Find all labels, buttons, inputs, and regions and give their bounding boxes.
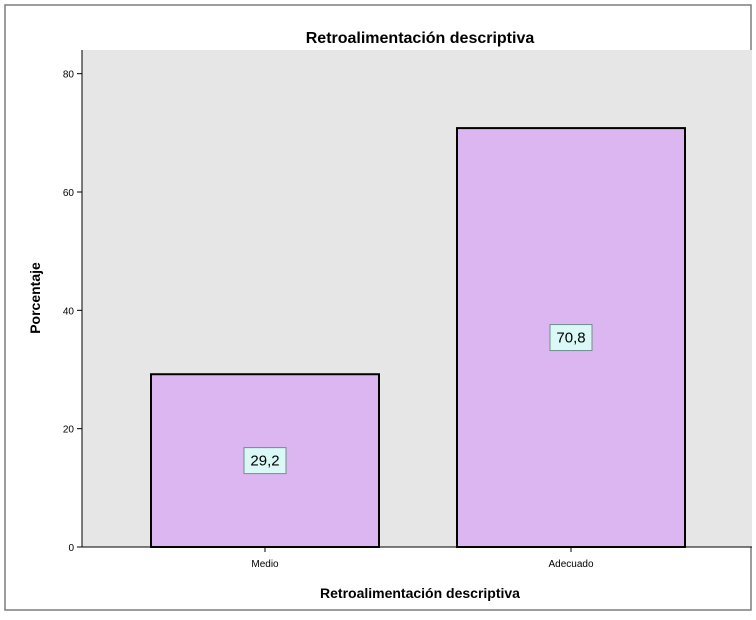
data-label: 29,2 (250, 453, 279, 470)
x-axis: Medio Adecuado (251, 547, 594, 570)
y-axis-title: Porcentaje (27, 262, 43, 334)
y-tick-label: 20 (63, 425, 75, 436)
y-tick-label: 80 (63, 70, 75, 81)
data-label: 70,8 (556, 330, 585, 347)
data-label-box (549, 324, 593, 352)
data-label-box (243, 447, 287, 475)
x-tick-label: Medio (251, 559, 279, 570)
x-axis-title: Retroalimentación descriptiva (320, 585, 520, 601)
y-tick-label: 40 (63, 306, 75, 317)
chart-title: Retroalimentación descriptiva (306, 30, 535, 47)
y-axis: 0 20 40 60 80 (63, 70, 82, 554)
bars: 29,2 70,8 (150, 127, 686, 548)
y-tick-label: 60 (63, 188, 75, 199)
x-tick-label: Adecuado (548, 559, 593, 570)
y-tick-label: 0 (68, 543, 74, 554)
